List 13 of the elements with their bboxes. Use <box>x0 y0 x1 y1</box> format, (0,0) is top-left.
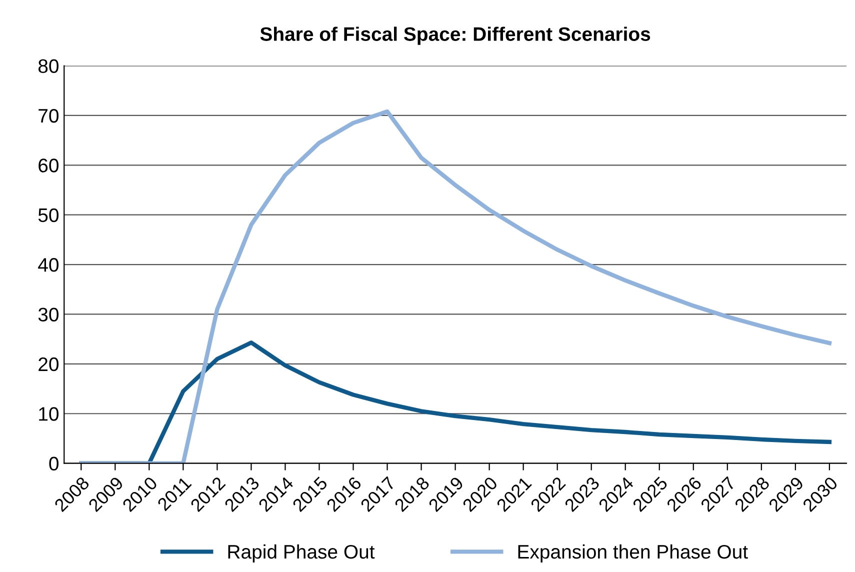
y-tick-label: 0 <box>49 456 59 471</box>
legend-label: Rapid Phase Out <box>228 544 375 563</box>
y-tick-label: 30 <box>38 308 59 322</box>
y-tick-label: 60 <box>38 158 59 172</box>
y-tick-label: 80 <box>38 59 59 74</box>
line-series <box>79 109 832 464</box>
legend-label: Expansion then Phase Out <box>518 544 748 563</box>
y-tick-label: 70 <box>38 108 59 123</box>
chart-title: Share of Fiscal Space: Different Scenarios <box>260 26 650 45</box>
y-tick-label: 50 <box>38 208 59 222</box>
y-tick-label: 10 <box>39 407 59 421</box>
y-tick-label: 40 <box>38 258 59 272</box>
y-tick-label: 20 <box>38 357 59 372</box>
